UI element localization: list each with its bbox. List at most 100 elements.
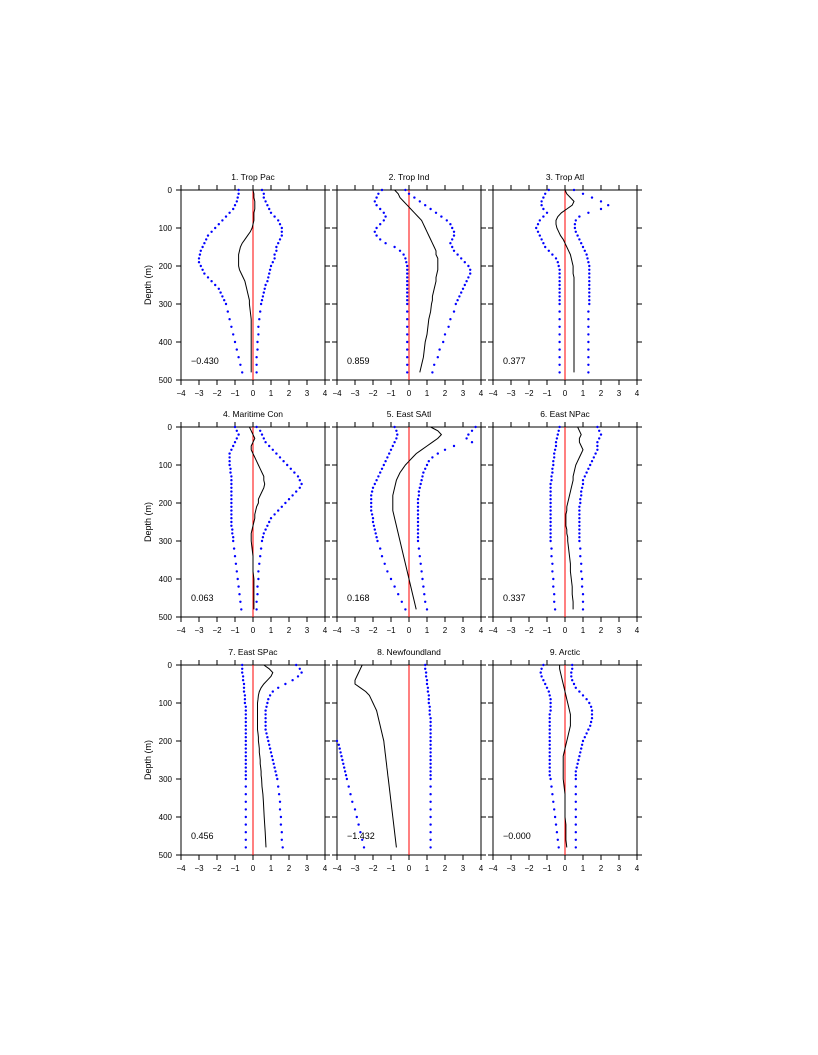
panel-3-lower-bound-point — [540, 204, 543, 207]
panel-2-lower-bound-point — [406, 310, 409, 313]
panel-5-lower-bound-point — [370, 509, 373, 512]
panel-6-xtick-label: −1 — [542, 626, 552, 635]
panel-1-upper-bound-point — [262, 291, 265, 294]
panel-2-upper-bound-point — [451, 238, 454, 241]
panel-9-lower-bound-point — [540, 667, 543, 670]
panel-8-lower-bound-point — [344, 774, 348, 777]
panel-5-annotation: 0.168 — [347, 593, 370, 603]
panel-6-upper-bound-point — [579, 547, 582, 550]
panel-5-lower-bound-point — [373, 482, 376, 486]
panel-4-upper-bound-point — [257, 570, 260, 573]
panel-4-lower-bound-point — [237, 433, 240, 436]
panel-1-lower-bound-point — [230, 325, 233, 328]
panel-6-upper-bound-point — [578, 513, 581, 516]
panel-2-xtick-label: −3 — [350, 389, 360, 398]
panel-7-lower-bound-point — [244, 800, 247, 803]
panel-4-upper-bound-point — [295, 490, 298, 493]
panel-7-upper-bound-point — [276, 777, 279, 781]
panel-9-upper-bound-point — [579, 751, 582, 754]
panel-4-lower-bound-point — [230, 448, 233, 451]
panel-3-upper-bound-point — [587, 371, 590, 374]
panel-2-upper-bound-point — [449, 223, 452, 226]
panel-7-lower-bound-point — [244, 808, 247, 811]
panel-9-lower-bound-point — [551, 793, 554, 796]
panel-3-lower-bound-point — [558, 272, 561, 275]
panel-3-upper-bound-point — [587, 261, 590, 264]
panel-3-lower-bound-point — [542, 215, 545, 218]
panel-6-xtick-label: −2 — [524, 626, 534, 635]
panel-4-lower-bound-point — [230, 486, 233, 489]
panel-7-upper-bound-point — [298, 667, 301, 670]
panel-6-lower-bound-point — [549, 539, 552, 543]
panel-4-upper-bound-point — [255, 425, 258, 429]
panel-4-xtick-label: −4 — [176, 626, 186, 635]
panel-3-lower-bound-point — [558, 287, 561, 290]
panel-6-upper-bound-point — [581, 600, 585, 603]
panel-6-upper-bound-point — [594, 452, 597, 455]
panel-5-upper-bound-point — [416, 498, 420, 501]
panel-1-lower-bound-point — [228, 211, 231, 214]
panel-1-upper-bound-point — [261, 295, 265, 298]
panel-9-lower-bound-point — [548, 747, 551, 750]
panel-8-lower-bound-point — [355, 815, 358, 819]
panel-1-upper-bound-point — [266, 204, 269, 207]
panel-3-title: 3. Trop Atl — [546, 172, 584, 182]
panel-6-lower-bound-point — [553, 593, 556, 596]
panel-6-upper-bound-point — [578, 524, 581, 527]
panel-3-lower-bound-point — [556, 261, 559, 264]
panel-8-lower-bound-point — [340, 755, 343, 758]
panel-5-upper-bound-point — [416, 501, 420, 505]
panel-9-upper-bound-point — [578, 690, 581, 693]
panel-5-mean-line — [392, 426, 443, 610]
panel-5-lower-bound-point — [380, 555, 384, 558]
panel-4-lower-bound-point — [230, 498, 233, 501]
panel-4-lower-bound-point — [230, 475, 233, 478]
panel-3-upper-bound-point — [588, 272, 591, 275]
panel-7-upper-bound-point — [266, 701, 269, 705]
panel-7-lower-bound-point — [241, 675, 245, 678]
panel-5-upper-bound-point — [420, 570, 423, 573]
panel-3-lower-bound-point — [558, 310, 561, 313]
panel-4-lower-bound-point — [231, 528, 234, 531]
panel-3-upper-bound-point — [588, 276, 591, 279]
panel-6-upper-bound-point — [579, 498, 582, 501]
panel-6-upper-bound-point — [578, 528, 581, 531]
panel-7-lower-bound-point — [244, 720, 247, 724]
panel-6-upper-bound-point — [585, 471, 588, 474]
panel-8-lower-bound-point — [335, 739, 339, 743]
panel-7-ylabel: Depth (m) — [143, 740, 153, 780]
panel-7-upper-bound-point — [296, 675, 300, 678]
panel-6-lower-bound-point — [552, 585, 555, 588]
panel-8-upper-bound-point — [429, 777, 432, 781]
panel-6-xtick-label: 3 — [617, 626, 622, 635]
panel-4-upper-bound-point — [262, 437, 265, 440]
panel-9-upper-bound-point — [585, 732, 588, 735]
panel-3-mean-line — [555, 189, 575, 373]
panel-9-upper-bound-point — [577, 758, 580, 762]
panel-2-upper-bound-point — [449, 318, 452, 321]
panel-7-upper-bound-point — [278, 800, 282, 803]
panel-7-lower-bound-point — [241, 667, 244, 670]
panel-2-xtick-label: −1 — [386, 389, 396, 398]
panel-2-lower-bound-point — [379, 223, 382, 226]
panel-7-upper-bound-point — [264, 728, 267, 731]
panel-9-title: 9. Arctic — [550, 647, 581, 657]
panel-2-upper-bound-point — [458, 295, 461, 298]
panel-3-annotation: 0.377 — [503, 356, 526, 366]
panel-6-upper-bound-point — [578, 532, 581, 535]
panel-3-xtick-label: −2 — [524, 389, 534, 398]
panel-5-upper-bound-point — [416, 539, 420, 543]
panel-7-upper-bound-point — [268, 743, 271, 746]
panel-9-upper-bound-point — [574, 770, 577, 773]
panel-9-lower-bound-point — [545, 686, 549, 689]
panel-1-xtick-label: −4 — [176, 389, 186, 398]
panel-2-lower-bound-point — [375, 204, 378, 207]
panel-6-upper-bound-point — [580, 494, 583, 497]
panel-9-upper-bound-point — [574, 785, 577, 788]
panel-3-lower-bound-point — [558, 348, 561, 351]
panel-6-upper-bound-point — [589, 463, 592, 467]
panel-4-lower-bound-point — [237, 585, 240, 588]
panel-8-upper-bound-point — [425, 682, 429, 686]
panel-6-lower-bound-point — [551, 467, 554, 470]
